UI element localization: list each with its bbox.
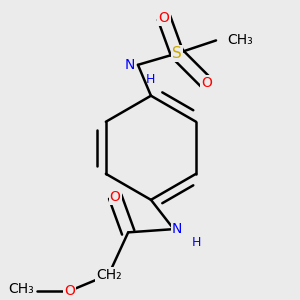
Text: H: H [192,236,201,249]
Text: N: N [172,222,182,236]
Text: O: O [158,11,169,25]
Text: H: H [146,73,155,86]
Text: O: O [201,76,212,90]
Text: CH₃: CH₃ [227,33,253,47]
Text: S: S [172,46,182,61]
Text: CH₂: CH₂ [96,268,122,282]
Text: O: O [64,284,75,298]
Text: N: N [124,58,135,72]
Text: CH₃: CH₃ [8,282,34,296]
Text: O: O [110,190,121,204]
